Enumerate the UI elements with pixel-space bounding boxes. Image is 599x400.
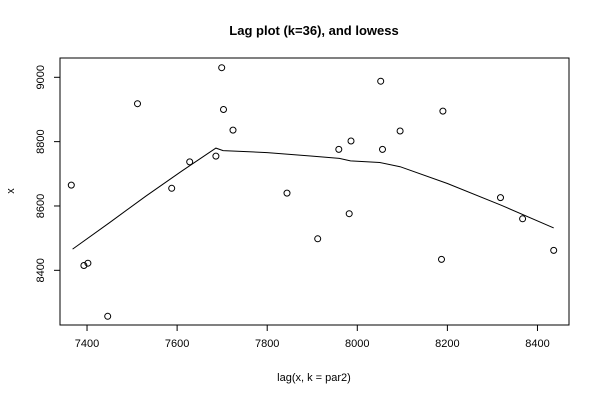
data-point xyxy=(347,137,355,145)
y-axis-label: x xyxy=(5,188,17,194)
data-point xyxy=(283,189,291,197)
scatter-points xyxy=(67,64,558,320)
data-point xyxy=(519,215,527,223)
x-tick-label: 7600 xyxy=(165,338,189,350)
data-point xyxy=(550,246,558,254)
data-point xyxy=(396,127,404,135)
data-point xyxy=(186,158,194,166)
data-point xyxy=(345,210,353,218)
data-point xyxy=(80,262,88,269)
x-axis-label: lag(x, k = par2) xyxy=(277,372,351,384)
data-point xyxy=(67,181,75,189)
data-point xyxy=(439,107,447,115)
data-point xyxy=(104,312,112,320)
x-axis: 7400 7600 7800 8000 8200 8400 xyxy=(75,325,550,350)
lowess-curve xyxy=(72,147,554,250)
y-tick-label: 8400 xyxy=(35,258,47,282)
x-tick-label: 7400 xyxy=(75,338,99,350)
data-point xyxy=(218,64,226,72)
y-tick-label: 8800 xyxy=(35,129,47,153)
chart-title: Lag plot (k=36), and lowess xyxy=(229,23,398,38)
data-point xyxy=(379,145,386,153)
data-point xyxy=(212,152,220,160)
data-point xyxy=(168,184,176,192)
data-point xyxy=(438,255,445,263)
data-point xyxy=(377,77,385,85)
data-point xyxy=(497,194,504,202)
y-tick-label: 9000 xyxy=(35,65,47,89)
x-tick-label: 7800 xyxy=(255,338,279,350)
y-tick-label: 8600 xyxy=(35,194,47,218)
data-point xyxy=(84,259,92,267)
x-tick-label: 8400 xyxy=(525,338,549,350)
data-point xyxy=(220,106,227,113)
data-point xyxy=(335,145,343,153)
data-point xyxy=(229,126,237,134)
x-tick-label: 8200 xyxy=(435,338,459,350)
plot-frame xyxy=(59,57,570,326)
x-tick-label: 8000 xyxy=(345,338,369,350)
y-axis: 8400 8600 8800 9000 xyxy=(35,65,60,283)
data-point xyxy=(314,235,322,243)
data-point xyxy=(134,100,141,108)
